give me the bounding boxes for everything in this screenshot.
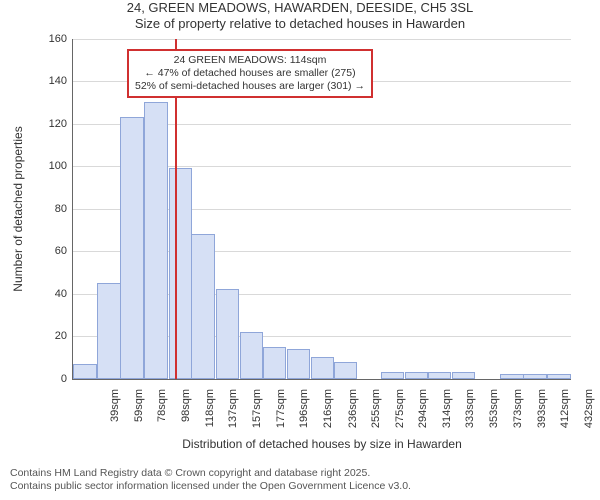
histogram-bar (381, 372, 405, 378)
plot-wrap: Number of detached properties 0204060801… (10, 35, 590, 459)
y-tick-label: 0 (61, 373, 73, 385)
chart-title-line2: Size of property relative to detached ho… (0, 16, 600, 32)
y-tick-label: 100 (49, 160, 73, 172)
histogram-bar (334, 362, 358, 379)
y-tick-label: 140 (49, 75, 73, 87)
footer-line2: Contains public sector information licen… (10, 480, 411, 493)
histogram-bar (216, 289, 240, 378)
histogram-bar (73, 364, 97, 379)
y-tick-label: 80 (55, 203, 73, 215)
y-tick-label: 20 (55, 330, 73, 342)
x-axis-label: Distribution of detached houses by size … (182, 437, 462, 451)
grid-line (73, 39, 571, 40)
histogram-bar (120, 117, 144, 378)
histogram-bar (311, 357, 335, 378)
histogram-bar (405, 372, 429, 378)
annotation-line: 52% of semi-detached houses are larger (… (135, 80, 365, 93)
histogram-bar (191, 234, 215, 379)
histogram-bar (428, 372, 452, 378)
x-tick-label: 59sqm (133, 389, 145, 449)
x-tick-label: 39sqm (109, 389, 121, 449)
histogram-bar (97, 283, 121, 379)
x-tick-label: 373sqm (512, 389, 524, 449)
y-tick-label: 160 (49, 33, 73, 45)
x-tick-label: 353sqm (488, 389, 500, 449)
histogram-bar (452, 372, 476, 378)
chart-title-block: 24, GREEN MEADOWS, HAWARDEN, DEESIDE, CH… (0, 0, 600, 33)
plot-area: 02040608010012014016039sqm59sqm78sqm98sq… (72, 39, 571, 380)
x-tick-label: 333sqm (464, 389, 476, 449)
y-tick-label: 120 (49, 118, 73, 130)
x-tick-label: 393sqm (536, 389, 548, 449)
annotation-line: ← 47% of detached houses are smaller (27… (135, 67, 365, 80)
y-axis-label: Number of detached properties (11, 126, 25, 291)
chart-footer: Contains HM Land Registry data © Crown c… (10, 467, 411, 493)
histogram-bar (144, 102, 168, 378)
annotation-box: 24 GREEN MEADOWS: 114sqm← 47% of detache… (127, 49, 373, 98)
x-tick-label: 432sqm (583, 389, 595, 449)
histogram-bar (240, 332, 264, 379)
x-tick-label: 412sqm (559, 389, 571, 449)
y-tick-label: 40 (55, 288, 73, 300)
histogram-bar (547, 374, 571, 378)
histogram-bar (287, 349, 311, 379)
y-tick-label: 60 (55, 245, 73, 257)
footer-line1: Contains HM Land Registry data © Crown c… (10, 467, 411, 480)
histogram-bar (169, 168, 193, 378)
chart-title-line1: 24, GREEN MEADOWS, HAWARDEN, DEESIDE, CH… (0, 0, 600, 16)
histogram-bar (263, 347, 287, 379)
annotation-line: 24 GREEN MEADOWS: 114sqm (135, 54, 365, 67)
histogram-bar (500, 374, 524, 378)
histogram-bar (523, 374, 547, 378)
x-tick-label: 78sqm (156, 389, 168, 449)
